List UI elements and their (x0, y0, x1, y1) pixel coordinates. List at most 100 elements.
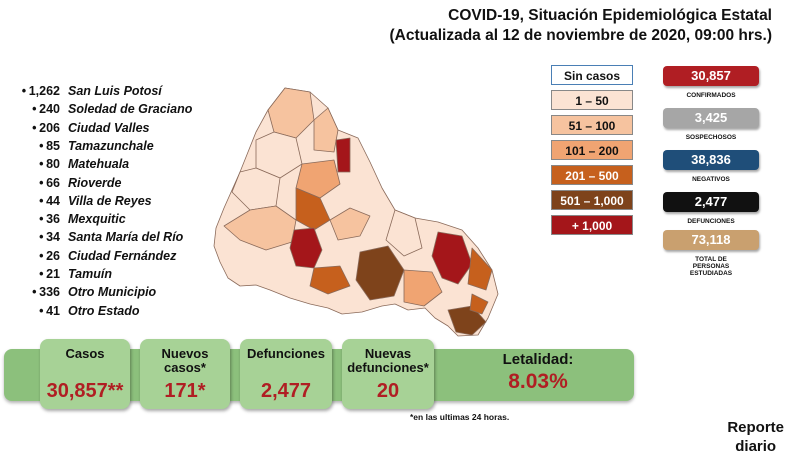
municipality-name: Ciudad Fernández (68, 248, 177, 263)
legend-item: + 1,000 (551, 215, 633, 235)
stat-label: CONFIRMADOS (686, 92, 736, 99)
municipality-row: • 44 Villa de Reyes (8, 193, 152, 212)
map-region-center-2 (295, 187, 331, 231)
stat-sospechosos: 3,425 SOSPECHOSOS (663, 108, 759, 141)
bullet-icon: • (39, 267, 44, 281)
stat-value: 73,118 (663, 230, 759, 250)
municipality-row: • 34 Santa María del Río (8, 230, 183, 248)
stat-label: NEGATIVOS (692, 176, 730, 183)
map-region-west-2 (223, 205, 297, 251)
municipality-count: 44 (46, 193, 60, 208)
letalidad-label: Letalidad: (502, 351, 574, 368)
stat-label: SOSPECHOSOS (685, 134, 737, 141)
page-title: COVID-19, Situación Epidemiológica Estat… (390, 6, 773, 46)
municipality-count: 41 (46, 303, 60, 318)
municipality-count: 34 (46, 230, 60, 245)
map-region-south-2 (447, 305, 487, 336)
bullet-icon: • (21, 84, 27, 98)
stat-total: 73,118 TOTAL DE PERSONAS ESTUDIADAS (663, 230, 759, 277)
municipality-name: Ciudad Valles (68, 120, 150, 135)
map-region-villa-reyes (309, 265, 351, 295)
bullet-icon: • (39, 175, 44, 190)
municipality-row: • 206 Ciudad Valles (8, 120, 149, 139)
municipality-row: • 336 Otro Municipio (8, 285, 156, 303)
bullet-icon: • (39, 230, 44, 245)
municipality-count: 336 (39, 285, 60, 300)
municipality-row: • 240 Soledad de Graciano (8, 102, 192, 120)
municipality-name: Matehuala (68, 157, 130, 172)
legend-item: 101 – 200 (551, 140, 633, 160)
bullet-icon: • (32, 102, 37, 117)
municipality-name: Tamuín (68, 267, 112, 281)
nuevos-casos-value: 171* (164, 380, 206, 402)
municipality-count: 206 (39, 120, 60, 135)
stat-label: DEFUNCIONES (687, 218, 735, 225)
municipality-count: 21 (46, 267, 60, 281)
nuevas-defunciones-label: Nuevas defunciones* (347, 346, 429, 375)
municipality-name: Mexquitic (68, 212, 126, 227)
bullet-icon: • (39, 157, 44, 172)
legend-item: Sin casos (551, 65, 633, 85)
bullet-icon: • (39, 212, 44, 227)
report-line-2: diario (735, 438, 777, 455)
letalidad-value: 8.03% (508, 370, 568, 393)
map-region-south-1 (403, 269, 443, 307)
municipality-row: • 36 Mexquitic (8, 212, 126, 230)
stat-value: 2,477 (663, 192, 759, 212)
stat-label: TOTAL DE PERSONAS ESTUDIADAS (689, 256, 733, 277)
stat-value: 30,857 (663, 66, 759, 86)
report-label: Reporte diario (727, 418, 784, 456)
nuevas-defunciones-value: 20 (376, 380, 400, 402)
municipality-count: 1,262 (28, 84, 60, 98)
stat-confirmados: 30,857 CONFIRMADOS (663, 66, 759, 99)
municipality-name: Otro Municipio (68, 285, 157, 300)
stat-negativos: 38,836 NEGATIVOS (663, 150, 759, 183)
map-region-south-3 (469, 293, 489, 315)
report-line-1: Reporte (727, 419, 784, 436)
defunciones-value: 2,477 (260, 380, 312, 402)
legend-item: 51 – 100 (551, 115, 633, 135)
map-region-center-1 (295, 159, 341, 199)
municipality-row: • 85 Tamazunchale (8, 138, 154, 157)
bullet-icon: • (32, 120, 37, 135)
nuevos-casos-label: Nuevos casos* (161, 346, 209, 375)
municipality-name: Rioverde (68, 175, 122, 190)
municipality-count: 36 (46, 212, 60, 227)
municipality-row: • 21 Tamuín (8, 267, 112, 285)
municipality-row: • 66 Rioverde (8, 175, 121, 194)
defunciones-label: Defunciones (246, 346, 325, 361)
municipality-count: 66 (46, 175, 60, 190)
bullet-icon: • (39, 303, 44, 318)
municipality-name: Santa María del Río (68, 230, 184, 245)
stat-value: 38,836 (663, 150, 759, 170)
state-map (213, 87, 499, 337)
municipality-count: 240 (39, 102, 60, 117)
card-defunciones: Defunciones 2,477 (240, 339, 332, 409)
casos-value: 30,857** (46, 380, 124, 402)
footnote: *en las ultimas 24 horas. (410, 412, 510, 422)
legend-item: 1 – 50 (551, 90, 633, 110)
municipality-name: Otro Estado (68, 303, 140, 318)
card-casos: Casos 30,857** (40, 339, 130, 409)
letalidad: Letalidad: 8.03% (458, 351, 618, 394)
municipality-row: • 80 Matehuala (8, 157, 129, 175)
casos-label: Casos (65, 346, 105, 361)
municipality-name: Tamazunchale (68, 138, 154, 153)
map-region-valles (431, 231, 473, 285)
municipality-count: 80 (46, 157, 60, 172)
map-region-east-1 (385, 209, 423, 257)
bullet-icon: • (39, 248, 44, 263)
title-line-2: (Actualizada al 12 de noviembre de 2020,… (389, 27, 773, 44)
card-nuevas-defunciones: Nuevas defunciones* 20 (342, 339, 434, 409)
municipality-count: 26 (46, 248, 60, 263)
municipality-name: San Luis Potosí (68, 84, 162, 98)
bullet-icon: • (32, 285, 37, 300)
municipality-row: • 26 Ciudad Fernández (8, 248, 176, 267)
bullet-icon: • (39, 138, 44, 153)
municipality-count: 85 (46, 138, 60, 153)
stat-defunciones: 2,477 DEFUNCIONES (663, 192, 759, 225)
legend-item: 501 – 1,000 (551, 190, 633, 210)
municipality-name: Soledad de Graciano (68, 102, 193, 117)
card-nuevos-casos: Nuevos casos* 171* (140, 339, 230, 409)
map-region-east-2 (467, 247, 493, 291)
